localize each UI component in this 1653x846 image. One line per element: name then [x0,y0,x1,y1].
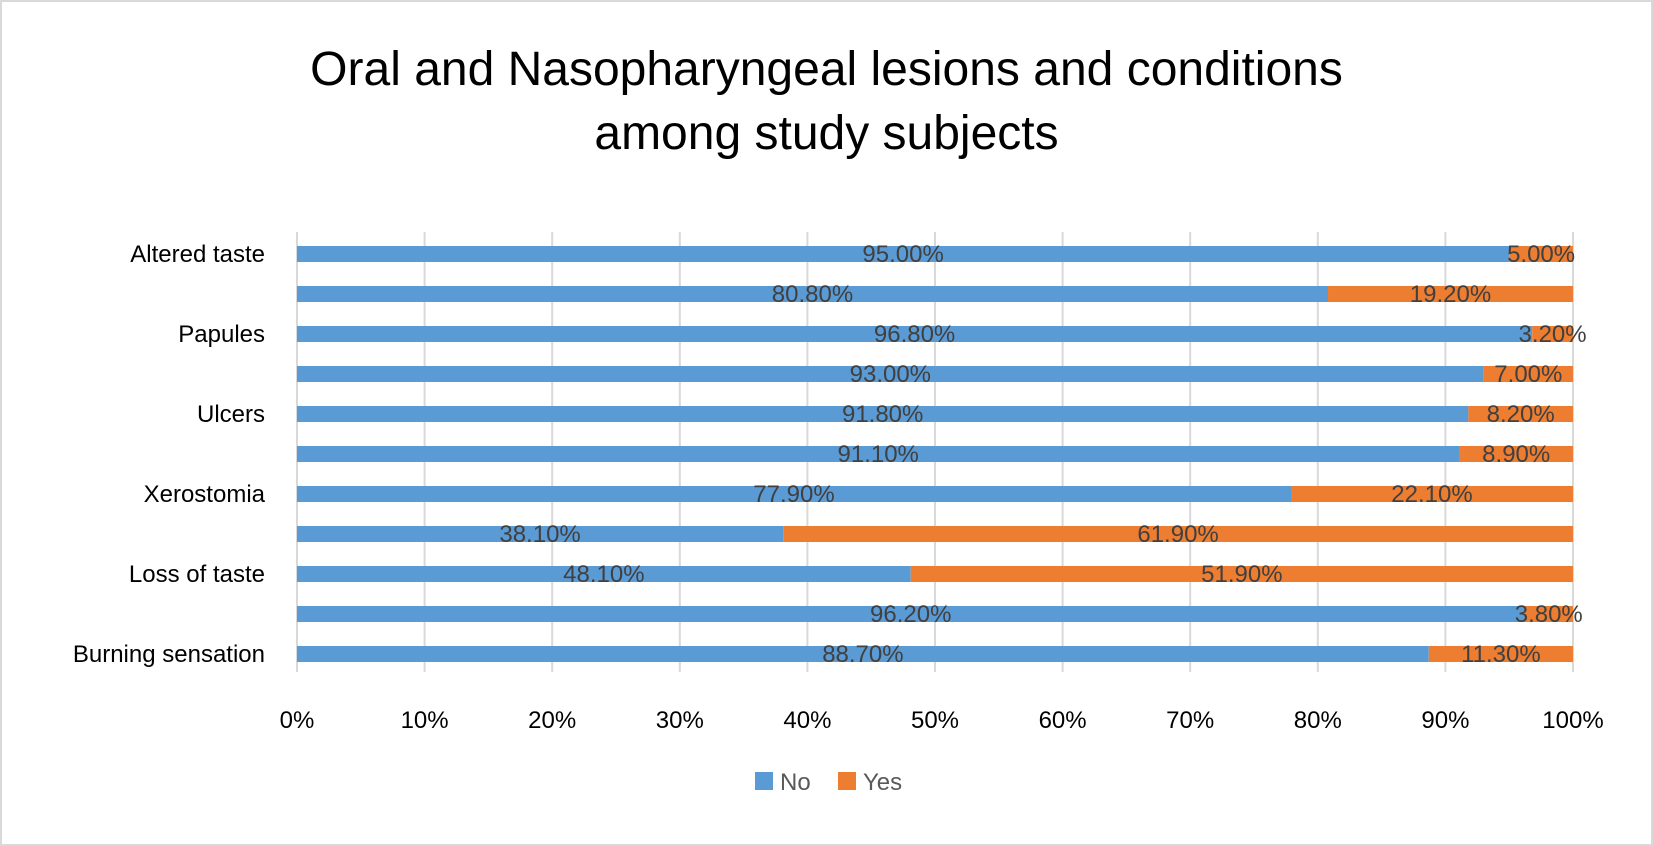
x-tick-label: 0% [280,707,315,734]
x-tick-label: 100% [1542,707,1603,734]
bar-yes [910,566,1573,582]
bar-yes [1509,246,1573,262]
data-label-yes: 8.90% [1482,441,1550,468]
x-tick-label: 80% [1294,707,1342,734]
chart-title-line-1: Oral and Nasopharyngeal lesions and cond… [310,43,1343,96]
bar-yes [1428,646,1573,662]
data-label-no: 48.10% [563,561,644,588]
data-label-yes: 51.90% [1201,561,1282,588]
chart-title: Oral and Nasopharyngeal lesions and cond… [0,38,1653,166]
x-tick-label: 50% [911,707,959,734]
x-tick-label: 90% [1421,707,1469,734]
data-label-no: 88.70% [822,641,903,668]
x-tick-label: 10% [401,707,449,734]
bar-no [297,286,1329,302]
bar-no [297,366,1484,382]
bar-no [297,406,1469,422]
data-label-no: 95.00% [862,241,943,268]
category-label: Xerostomia [144,481,266,508]
bar-yes [783,526,1573,542]
category-label: Ulcers [197,401,265,428]
data-label-yes: 5.00% [1507,241,1575,268]
bar-yes [1483,366,1573,382]
bar-no [297,326,1533,342]
bar-no [297,446,1460,462]
data-label-yes: 7.00% [1494,361,1562,388]
data-label-yes: 22.10% [1391,481,1472,508]
bar-no [297,486,1292,502]
data-label-yes: 19.20% [1410,281,1491,308]
category-axis: Altered taste Papules Ulcers Xerostomia Loss… [73,241,266,668]
data-label-no: 91.10% [838,441,919,468]
bar-no [297,526,784,542]
data-label-yes: 3.80% [1515,601,1583,628]
data-label-no: 93.00% [850,361,931,388]
bar-yes [1291,486,1573,502]
legend: No Yes [755,769,902,796]
x-tick-label: 60% [1039,707,1087,734]
bar-no [297,246,1510,262]
data-label-no: 38.10% [499,521,580,548]
category-label: Loss of taste [129,561,265,588]
x-tick-label: 30% [656,707,704,734]
data-label-no: 91.80% [842,401,923,428]
category-label: Papules [178,321,265,348]
legend-swatch-yes [838,772,856,790]
bar-no [297,646,1429,662]
bar-yes [1459,446,1573,462]
data-label-no: 77.90% [753,481,834,508]
legend-label-yes: Yes [863,769,902,796]
bar-yes [1532,326,1573,342]
category-label: Burning sensation [73,641,265,668]
data-label-yes: 11.30% [1461,641,1541,668]
bars [297,246,1573,662]
bar-yes [1328,286,1573,302]
bar-no [297,606,1525,622]
data-label-yes: 61.90% [1137,521,1218,548]
data-label-no: 80.80% [772,281,853,308]
chart-title-line-2: among study subjects [594,107,1059,160]
x-tick-label: 20% [528,707,576,734]
value-axis: 0% 10% 20% 30% 40% 50% 60% 70% 80% 90% 100% [280,707,1604,734]
category-label: Altered taste [130,241,265,268]
x-tick-label: 70% [1166,707,1214,734]
bar-no [297,566,911,582]
data-label-yes: 3.20% [1519,321,1587,348]
data-label-yes: 8.20% [1487,401,1555,428]
legend-label-no: No [780,769,811,796]
x-tick-label: 40% [783,707,831,734]
data-label-no: 96.80% [874,321,955,348]
legend-swatch-no [755,772,773,790]
bar-yes [1468,406,1573,422]
data-label-no: 96.20% [870,601,951,628]
bar-yes [1524,606,1573,622]
data-labels: 95.00% 5.00% 80.80% 19.20% 96.80% 3.20% 93.00%… [499,241,1586,668]
